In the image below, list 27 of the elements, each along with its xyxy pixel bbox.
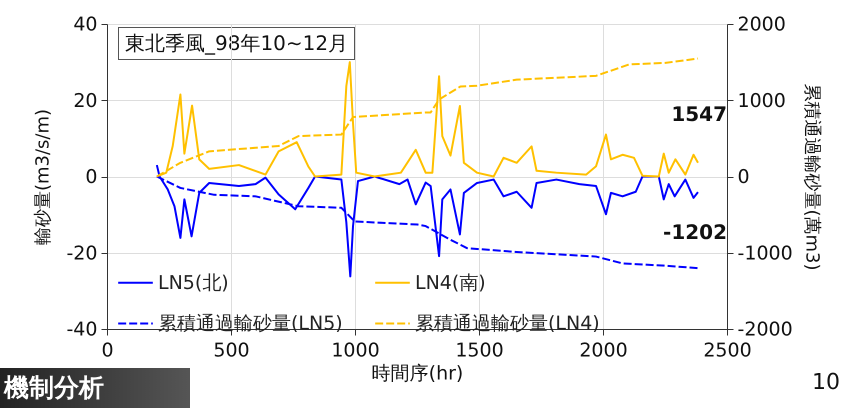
- x-tick-label: 500: [213, 340, 250, 362]
- legend-label: 累積通過輸砂量(LN4): [415, 312, 600, 334]
- y-tick-label: -20: [66, 242, 98, 264]
- x-axis-title: 時間序(hr): [372, 362, 464, 384]
- legend-label: 累積通過輸砂量(LN5): [158, 312, 343, 334]
- x-tick-label: 2000: [579, 340, 628, 362]
- legend-label: LN4(南): [415, 272, 486, 294]
- y2-tick-label: 2000: [738, 14, 786, 36]
- y2-tick-label: 0: [738, 166, 750, 188]
- annotation: 1547: [671, 102, 727, 126]
- y2-axis-title: 累積通過輸砂量(萬m3): [802, 83, 823, 271]
- y-tick-label: 40: [73, 14, 98, 36]
- y-tick-label: -40: [66, 318, 98, 340]
- x-tick-label: 1000: [331, 340, 380, 362]
- text: 機制分析: [0, 368, 190, 408]
- text: 10: [812, 369, 840, 397]
- y-axis-title: 輸砂量(m3/s/m): [32, 108, 54, 246]
- y-tick-label: 0: [85, 166, 98, 188]
- y2-tick-label: -2000: [738, 318, 793, 340]
- y2-tick-label: -1000: [738, 242, 793, 264]
- legend-label: LN5(北): [158, 272, 229, 294]
- annotation: -1202: [663, 220, 727, 244]
- x-tick-label: 2500: [703, 340, 752, 362]
- y-tick-label: 20: [73, 90, 98, 112]
- x-tick-label: 0: [101, 340, 114, 362]
- y2-tick-label: 1000: [738, 90, 786, 112]
- x-tick-label: 1500: [455, 340, 504, 362]
